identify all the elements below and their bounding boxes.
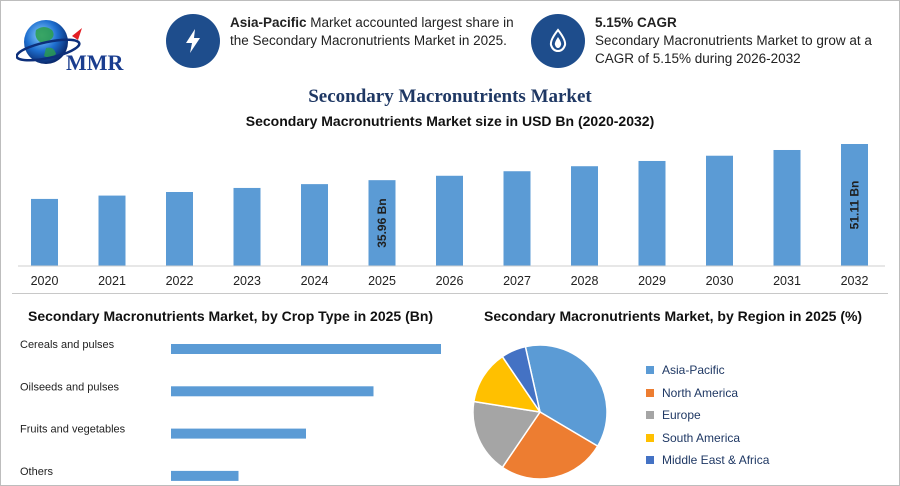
bar-2026 (436, 175, 463, 266)
pie-slice-middle-east-africa (501, 345, 541, 413)
legend-item: South America (646, 427, 769, 450)
legend-swatch (646, 433, 654, 442)
legend-swatch (646, 366, 654, 375)
bar-2029 (638, 160, 666, 266)
x-tick-label: 2020 (31, 274, 59, 288)
bar-2028 (571, 166, 598, 266)
x-tick-label: 2024 (301, 274, 329, 288)
legend-item: Europe (646, 404, 769, 427)
bar-2024 (301, 184, 328, 266)
pie-slice-asia-pacific (524, 344, 608, 448)
main-title: Secondary Macronutrients Market (308, 86, 592, 107)
mmr-logo: MMR (15, 10, 141, 78)
brand-name: MMR (66, 50, 125, 75)
x-tick-label: 2029 (638, 274, 666, 288)
x-tick-label: 2031 (773, 274, 801, 288)
crop-chart-title: Secondary Macronutrients Market, by Crop… (28, 308, 434, 324)
data-label: 51.11 Bn (848, 181, 862, 230)
x-tick-label: 2026 (436, 274, 464, 288)
pie-slice-europe (472, 400, 542, 469)
pie-slice-north-america (501, 410, 599, 480)
crop-label: Fruits and vegetables (20, 424, 126, 436)
legend-label: North America (662, 385, 739, 400)
legend-swatch (646, 388, 654, 397)
crop-bar (171, 470, 239, 481)
x-tick-label: 2030 (706, 274, 734, 288)
bar-2020 (31, 198, 58, 266)
highlight-2-text: 5.15% CAGR Secondary Macronutrients Marke… (595, 15, 872, 66)
region-legend: Asia-Pacific North America Europe South Ame… (646, 359, 769, 472)
drop-icon (531, 14, 585, 68)
highlight-cagr: 5.15% CAGR Secondary Macronutrients Marke… (531, 14, 891, 68)
region-chart-title: Secondary Macronutrients Market, by Regi… (484, 308, 863, 324)
crop-label: Others (20, 466, 54, 478)
x-tick-label: 2032 (841, 274, 869, 288)
crop-label: Cereals and pulses (20, 339, 115, 351)
legend-item: Middle East & Africa (646, 449, 769, 472)
legend-swatch (646, 456, 654, 465)
data-label: 35.96 Bn (375, 198, 389, 247)
highlight-1-text: Asia-Pacific Market accounted largest sh… (230, 15, 514, 48)
bar-2027 (503, 171, 531, 266)
legend-label: Asia-Pacific (662, 363, 725, 378)
bar-2031 (773, 149, 801, 266)
legend-swatch (646, 411, 654, 420)
crop-type-bar-chart: Cereals and pulses Oilseeds and pulses Fru… (20, 339, 441, 481)
lightning-icon (166, 14, 220, 68)
pie-slice-south-america (472, 355, 542, 414)
crop-label: Oilseeds and pulses (20, 381, 120, 393)
legend-item: North America (646, 382, 769, 405)
x-tick-label: 2022 (166, 274, 194, 288)
bar-2023 (233, 187, 261, 266)
crop-bar (171, 386, 374, 397)
section-divider (12, 293, 888, 294)
bar-2022 (166, 192, 193, 266)
legend-label: Europe (662, 408, 701, 423)
legend-label: South America (662, 430, 741, 445)
bar-chart-title: Secondary Macronutrients Market size in … (245, 113, 655, 129)
legend-label: Middle East & Africa (662, 453, 770, 468)
legend-item: Asia-Pacific (646, 359, 769, 382)
crop-bar (171, 428, 306, 439)
x-tick-label: 2028 (571, 274, 599, 288)
x-tick-label: 2021 (98, 274, 126, 288)
region-pie-chart (472, 344, 608, 480)
x-tick-label: 2023 (233, 274, 261, 288)
x-tick-label: 2025 (368, 274, 396, 288)
highlight-asia-pacific: Asia-Pacific Market accounted largest sh… (166, 14, 526, 68)
bar-2030 (706, 155, 733, 266)
bar-2021 (98, 195, 126, 266)
crop-bar (171, 344, 441, 354)
bar-2025 (368, 180, 396, 266)
x-tick-label: 2027 (503, 274, 531, 288)
market-size-bar-chart: 2020 2021 2022 2023 2024 2025 35.96 Bn 2026 2027… (18, 144, 885, 288)
bar-2032 (841, 144, 868, 266)
